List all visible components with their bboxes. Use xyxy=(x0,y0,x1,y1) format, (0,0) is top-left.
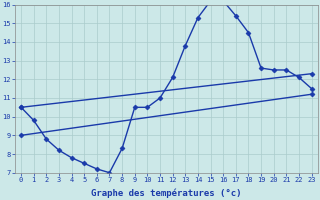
X-axis label: Graphe des températures (°c): Graphe des températures (°c) xyxy=(91,188,242,198)
